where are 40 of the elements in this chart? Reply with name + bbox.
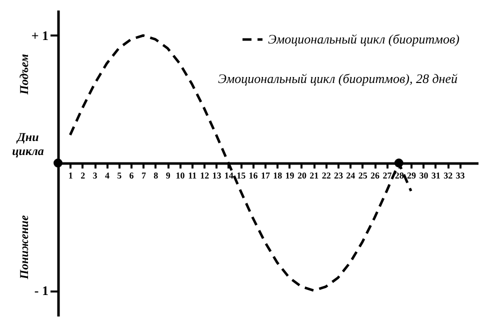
- x-tick-label: 12: [200, 170, 210, 180]
- x-tick-label: 32: [444, 170, 454, 180]
- x-tick-label: 18: [273, 170, 283, 180]
- x-tick-label: 20: [297, 170, 307, 180]
- x-tick-label: 21: [310, 170, 320, 180]
- x-tick-label: 4: [104, 170, 110, 180]
- x-tick-label: 30: [419, 170, 429, 180]
- text: Дни цикла: [12, 130, 44, 158]
- y-tick-label: + 1: [31, 28, 48, 43]
- x-tick-label: 25: [358, 170, 368, 180]
- x-tick-label: 17: [260, 170, 270, 180]
- x-tick-label: 3: [92, 170, 98, 180]
- x-tick-label: 14: [224, 170, 234, 180]
- x-tick-label: 7: [141, 170, 146, 180]
- x-tick-label: 19: [285, 170, 295, 180]
- x-tick-label: 24: [346, 170, 356, 180]
- y-tick-label: - 1: [34, 283, 48, 298]
- text: Понижение: [17, 214, 31, 280]
- x-tick-label: 10: [176, 170, 186, 180]
- x-tick-label: 31: [431, 170, 441, 180]
- text: Подъем: [17, 54, 31, 96]
- x-tick-label: 26: [370, 170, 380, 180]
- x-tick-label: 5: [117, 170, 122, 180]
- x-tick-label: 2: [80, 170, 86, 180]
- x-tick-label: 27: [382, 170, 392, 180]
- x-tick-label: 23: [334, 170, 344, 180]
- x-tick-label: 15: [236, 170, 246, 180]
- x-tick-label: 28: [394, 170, 404, 180]
- x-tick-label: 13: [212, 170, 222, 180]
- x-tick-label: 9: [166, 170, 171, 180]
- x-tick-label: 6: [129, 170, 134, 180]
- x-tick-label: 8: [154, 170, 159, 180]
- annotation: Эмоциональный цикл (биоритмов), 28 дней: [218, 70, 458, 86]
- legend-label: Эмоциональный цикл (биоритмов): [268, 32, 460, 46]
- x-tick-label: 29: [407, 170, 417, 180]
- x-tick-label: 11: [188, 170, 198, 180]
- x-tick-label: 16: [248, 170, 258, 180]
- x-tick-label: 33: [456, 170, 466, 180]
- x-tick-label: 1: [68, 170, 74, 180]
- x-tick-label: 22: [322, 170, 332, 180]
